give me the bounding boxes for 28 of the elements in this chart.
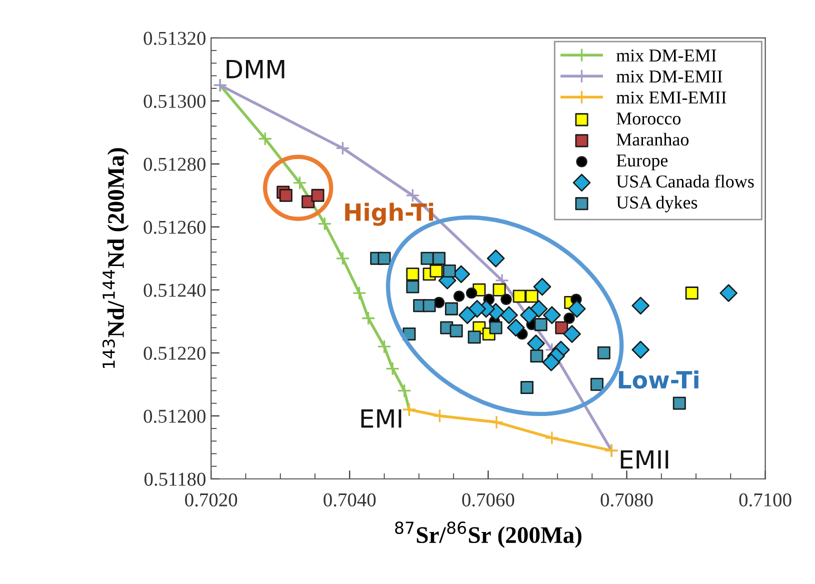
y-tick-label: 0.51180 <box>144 472 206 486</box>
legend-label: mix DM-EMII <box>616 70 722 82</box>
y-tick-label: 0.51300 <box>144 94 206 108</box>
annotation: High-Ti <box>345 202 434 226</box>
legend-label: mix EMI-EMII <box>616 91 726 104</box>
legend-label: Europe <box>616 154 668 170</box>
legend-label: USA Canada flows <box>616 174 754 188</box>
legend-label: USA dykes <box>616 196 698 212</box>
legend-label: mix DM-EMI <box>616 49 716 62</box>
legend-label: Morocco <box>616 112 681 125</box>
y-tick-label: 0.51280 <box>144 158 206 171</box>
x-tick-label: 0.7040 <box>324 493 376 507</box>
y-tick-label: 0.51220 <box>144 346 206 360</box>
x-tick-label: 0.7020 <box>185 493 238 507</box>
x-tick-label: 0.7080 <box>600 493 653 507</box>
annotation: Low-Ti <box>618 370 698 389</box>
x-tick-label: 0.7100 <box>739 493 792 507</box>
y-tick-label: 0.51200 <box>144 410 206 423</box>
x-axis-title: $^{87}$Sr/$^{86}$Sr (200Ma) <box>395 522 582 548</box>
annotation: EMII <box>620 450 668 469</box>
x-tick-label: 0.7060 <box>462 493 514 507</box>
y-tick-label: 0.51240 <box>144 284 206 297</box>
y-tick-label: 0.51320 <box>144 32 206 45</box>
legend-label: Maranhao <box>616 132 689 146</box>
annotation: EMI <box>361 409 402 428</box>
y-axis-title: $^{143}$Nd/$^{144}$Nd (200Ma) <box>102 148 129 368</box>
y-tick-label: 0.51260 <box>144 220 206 234</box>
annotation: DMM <box>226 60 284 78</box>
